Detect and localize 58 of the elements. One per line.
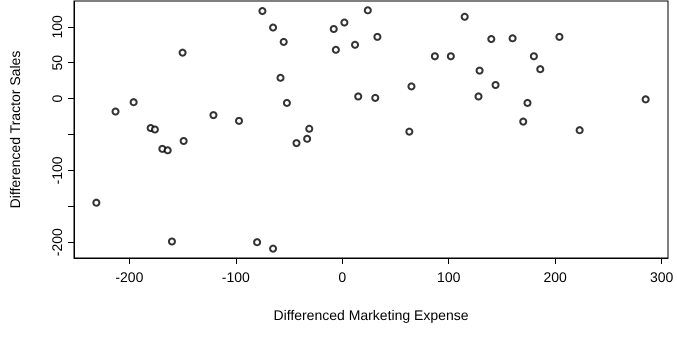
point	[460, 12, 469, 21]
x-axis-title: Differenced Marketing Expense	[273, 307, 469, 323]
point	[487, 35, 496, 44]
point	[642, 95, 650, 104]
point	[576, 126, 584, 134]
point	[112, 108, 120, 116]
point	[407, 82, 416, 90]
x-tick-label: 200	[543, 269, 568, 285]
point	[523, 98, 532, 107]
point	[180, 136, 188, 145]
point	[508, 34, 517, 42]
point	[474, 92, 483, 100]
point	[292, 139, 300, 148]
point	[492, 80, 500, 89]
x-tick-label: -200	[115, 269, 144, 285]
point	[209, 111, 218, 120]
y-tick-label: 50	[49, 54, 65, 71]
point	[164, 146, 172, 154]
point	[354, 92, 362, 100]
point	[178, 48, 187, 57]
point	[269, 24, 278, 32]
point	[530, 52, 538, 60]
point	[536, 65, 544, 74]
point	[476, 66, 484, 75]
point	[269, 244, 278, 253]
point	[276, 74, 285, 82]
point	[555, 32, 564, 41]
point	[305, 124, 314, 133]
point	[371, 94, 380, 102]
point	[280, 38, 288, 46]
point	[235, 116, 243, 125]
point	[258, 7, 266, 16]
point	[373, 32, 382, 41]
point	[340, 18, 348, 27]
point	[364, 6, 372, 14]
point	[330, 25, 338, 33]
point	[519, 118, 528, 126]
point	[351, 40, 360, 49]
point	[282, 98, 291, 107]
x-tick-label: 300	[650, 269, 674, 285]
x-tick-label: 100	[437, 269, 461, 285]
y-axis-title: Differenced Tractor Sales	[7, 50, 23, 208]
y-tick-label: -100	[49, 156, 65, 184]
point	[92, 198, 100, 207]
point	[430, 52, 439, 60]
x-tick-label: -100	[222, 269, 250, 285]
point	[150, 126, 159, 134]
y-tick-label: 0	[49, 94, 65, 103]
point	[405, 128, 414, 136]
x-tick-label: 0	[338, 269, 346, 285]
point	[303, 134, 312, 143]
point	[168, 237, 176, 246]
point	[130, 98, 138, 106]
point	[446, 52, 455, 60]
y-tick-label: 100	[49, 14, 65, 39]
point	[332, 46, 340, 54]
point	[253, 238, 262, 246]
y-tick-label: -200	[49, 228, 65, 256]
